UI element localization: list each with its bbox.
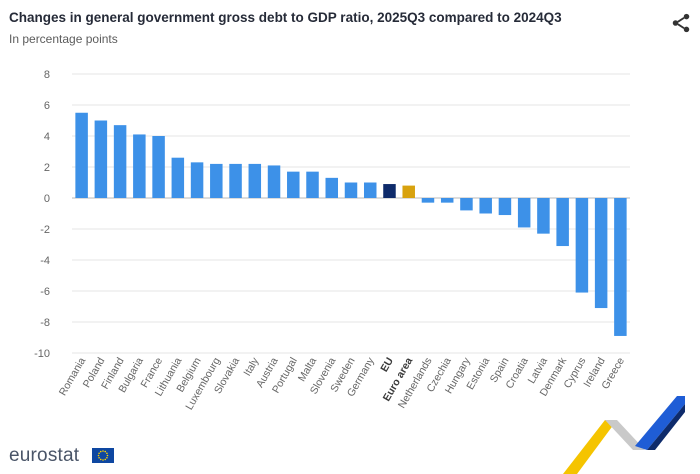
y-tick-label: 6 — [44, 100, 50, 112]
bar — [363, 182, 377, 198]
eu-flag-icon — [92, 448, 114, 463]
bar — [614, 198, 627, 336]
y-tick-label: 2 — [44, 162, 50, 174]
bar — [556, 198, 569, 247]
bar — [75, 112, 88, 198]
bar — [575, 198, 589, 293]
bar — [479, 198, 492, 214]
bar — [537, 198, 550, 234]
bar — [248, 163, 262, 198]
y-tick-label: 8 — [44, 69, 50, 81]
bar — [287, 171, 300, 198]
eurostat-decorative-graphic — [563, 396, 685, 474]
bar — [498, 198, 512, 216]
bar — [517, 198, 531, 228]
y-tick-label: -6 — [40, 286, 50, 298]
y-tick-label: -2 — [40, 224, 50, 236]
bar — [229, 163, 242, 198]
bar — [325, 177, 339, 198]
bar — [94, 120, 108, 198]
y-tick-label: 4 — [44, 131, 50, 143]
bar — [267, 165, 281, 198]
chart-subtitle: In percentage points — [9, 32, 118, 46]
bar — [171, 157, 185, 198]
bar — [152, 136, 165, 198]
eurostat-logo: eurostat — [9, 445, 80, 466]
x-category-label: Romania — [57, 355, 88, 398]
chart-title: Changes in general government gross debt… — [9, 10, 562, 25]
x-category-label: EU — [378, 356, 396, 375]
bar — [190, 162, 204, 198]
bar — [306, 171, 319, 198]
y-tick-label: -10 — [34, 348, 50, 360]
y-tick-label: -8 — [40, 317, 50, 329]
bar — [344, 182, 358, 198]
bar — [210, 163, 223, 198]
bar — [402, 185, 415, 198]
bar — [421, 198, 435, 203]
share-icon[interactable] — [670, 12, 692, 34]
bar — [460, 198, 473, 211]
bar — [383, 184, 396, 198]
y-tick-label: -4 — [40, 255, 50, 267]
bar — [113, 125, 127, 198]
bar — [594, 198, 608, 309]
bar — [133, 134, 146, 198]
bar — [440, 198, 454, 203]
y-tick-label: 0 — [44, 193, 50, 205]
